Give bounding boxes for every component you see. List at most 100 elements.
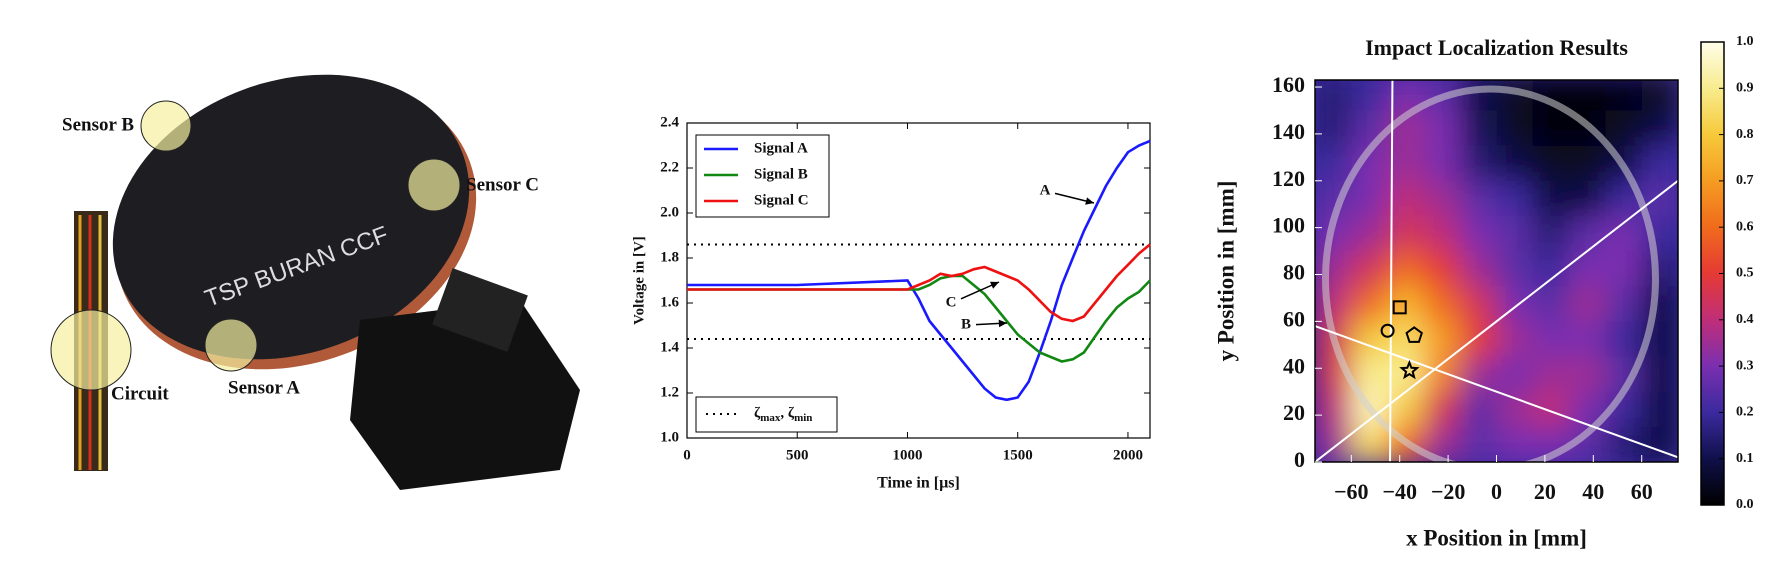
heatmap-cell: [1460, 391, 1498, 428]
heatmap-cell: [1351, 110, 1389, 147]
legend-label: Signal A: [754, 140, 808, 156]
hyperbola-line: [1389, 80, 1394, 462]
heatmap-cell: [1460, 356, 1498, 393]
y-tick-label: 0: [1294, 447, 1305, 472]
x-tick-label: −40: [1382, 479, 1417, 504]
x-tick-label: 60: [1631, 479, 1653, 504]
heatmap-cell: [1387, 145, 1425, 182]
heatmap-cell: [1315, 251, 1353, 288]
heatmap-cell: [1641, 356, 1678, 393]
legend-box: [695, 396, 838, 433]
arrow-head: [990, 281, 999, 289]
heatmap-cell: [1641, 80, 1678, 112]
legend-label: ζmax, ζmin: [754, 405, 812, 423]
heatmap-cell: [1423, 391, 1462, 428]
annotation: A: [1040, 182, 1051, 198]
photo-label: Sensor A: [228, 377, 300, 398]
y-tick-label: 120: [1272, 166, 1305, 191]
heatmap-cell: [1315, 391, 1353, 428]
y-tick-label: 40: [1283, 353, 1305, 378]
series-line: [687, 274, 1151, 363]
colorbar-tick-label: 0.9: [1736, 81, 1754, 96]
y-tick-label: 2.0: [660, 204, 679, 220]
heatmap-cell: [1423, 145, 1462, 182]
heatmap-cell: [1315, 80, 1353, 112]
sensor-circle: [204, 318, 258, 372]
x-tick-label: 1000: [892, 447, 922, 463]
colorbar-tick-label: 0.7: [1736, 173, 1754, 188]
marker: [1392, 300, 1407, 315]
heatmap-cell: [1641, 391, 1678, 428]
heatmap-cell: [1532, 391, 1571, 428]
racket: [112, 74, 470, 360]
sensor-circle: [140, 100, 192, 152]
heatmap-cell: [1569, 356, 1607, 393]
heatmap-cell: [1532, 286, 1571, 323]
x-tick-label: 1500: [1003, 447, 1033, 463]
heatmap-cell: [1605, 321, 1643, 358]
heatmap-cell: [1460, 426, 1498, 462]
y-tick-label: 20: [1283, 400, 1305, 425]
heatmap-cell: [1569, 286, 1607, 323]
heatmap-cell: [1496, 391, 1534, 428]
arrow-head: [998, 319, 1007, 328]
heatmap-cell: [1423, 286, 1462, 323]
heatmap-cell: [1569, 321, 1607, 358]
photo: TSP BURAN CCF Sensor B Sensor C Sensor A…: [50, 74, 580, 490]
mount: [350, 300, 580, 490]
heatmap-cell: [1387, 215, 1425, 253]
heatmap-cell: [1351, 251, 1389, 288]
heatmap-cell: [1569, 215, 1607, 253]
y-tick-label: 1.4: [660, 339, 679, 355]
heatmap-cell: [1496, 321, 1534, 358]
y-tick-label: 140: [1272, 119, 1305, 144]
hyperbola-line: [1315, 325, 1678, 459]
colorbar-tick-label: 0.3: [1736, 358, 1754, 373]
heatmap-cell: [1569, 251, 1607, 288]
heatmap-cell: [1496, 426, 1534, 462]
heatmap-cell: [1605, 251, 1643, 288]
colorbar-tick-label: 0.4: [1736, 312, 1754, 327]
legend-label-part: max: [760, 412, 781, 424]
x-tick-label: 0: [1491, 479, 1502, 504]
heatmap-cell: [1460, 286, 1498, 323]
heatmap-cell: [1423, 321, 1462, 358]
y-tick-label: 2.2: [660, 159, 679, 175]
heatmap-cell: [1315, 110, 1353, 147]
heatmap-cell: [1460, 145, 1498, 182]
y-axis-label: Voltage in [V]: [631, 236, 647, 325]
y-tick-label: 1.0: [660, 429, 679, 445]
heatmap-cell: [1423, 180, 1462, 217]
y-tick-label: 1.8: [660, 249, 679, 265]
colorbar-tick-label: 0.8: [1736, 127, 1754, 142]
heatmap-cell: [1496, 356, 1534, 393]
heatmap-cell: [1569, 180, 1607, 217]
heatmap-cell: [1351, 180, 1389, 217]
heatmap-area: [1315, 80, 1678, 462]
heatmap-cell: [1641, 251, 1678, 288]
racket-outline: [1322, 85, 1659, 462]
arrow-head: [1085, 197, 1094, 205]
heatmap-cell: [1460, 215, 1498, 253]
heatmap-cell: [1387, 251, 1425, 288]
heatmap-cell: [1460, 321, 1498, 358]
y-tick-label: 80: [1283, 260, 1305, 285]
heatmap-cell: [1641, 286, 1678, 323]
x-axis-label: x Position in [mm]: [1406, 525, 1587, 550]
x-tick-label: 40: [1582, 479, 1604, 504]
y-tick-label: 2.4: [660, 114, 679, 130]
legend-label-part: ζ: [754, 405, 761, 421]
heatmap-cell: [1496, 251, 1534, 288]
heatmap-cell: [1387, 391, 1425, 428]
hyperbola-line: [1315, 179, 1678, 462]
heatmap-cell: [1423, 251, 1462, 288]
heatmap-cell: [1460, 251, 1498, 288]
x-tick-label: −20: [1431, 479, 1466, 504]
y-tick-label: 100: [1272, 213, 1305, 238]
y-tick-label: 1.6: [660, 294, 679, 310]
series-line: [687, 243, 1151, 323]
legend-label: Signal B: [754, 166, 808, 182]
x-tick-label: −60: [1334, 479, 1369, 504]
heatmap-cell: [1569, 80, 1607, 112]
